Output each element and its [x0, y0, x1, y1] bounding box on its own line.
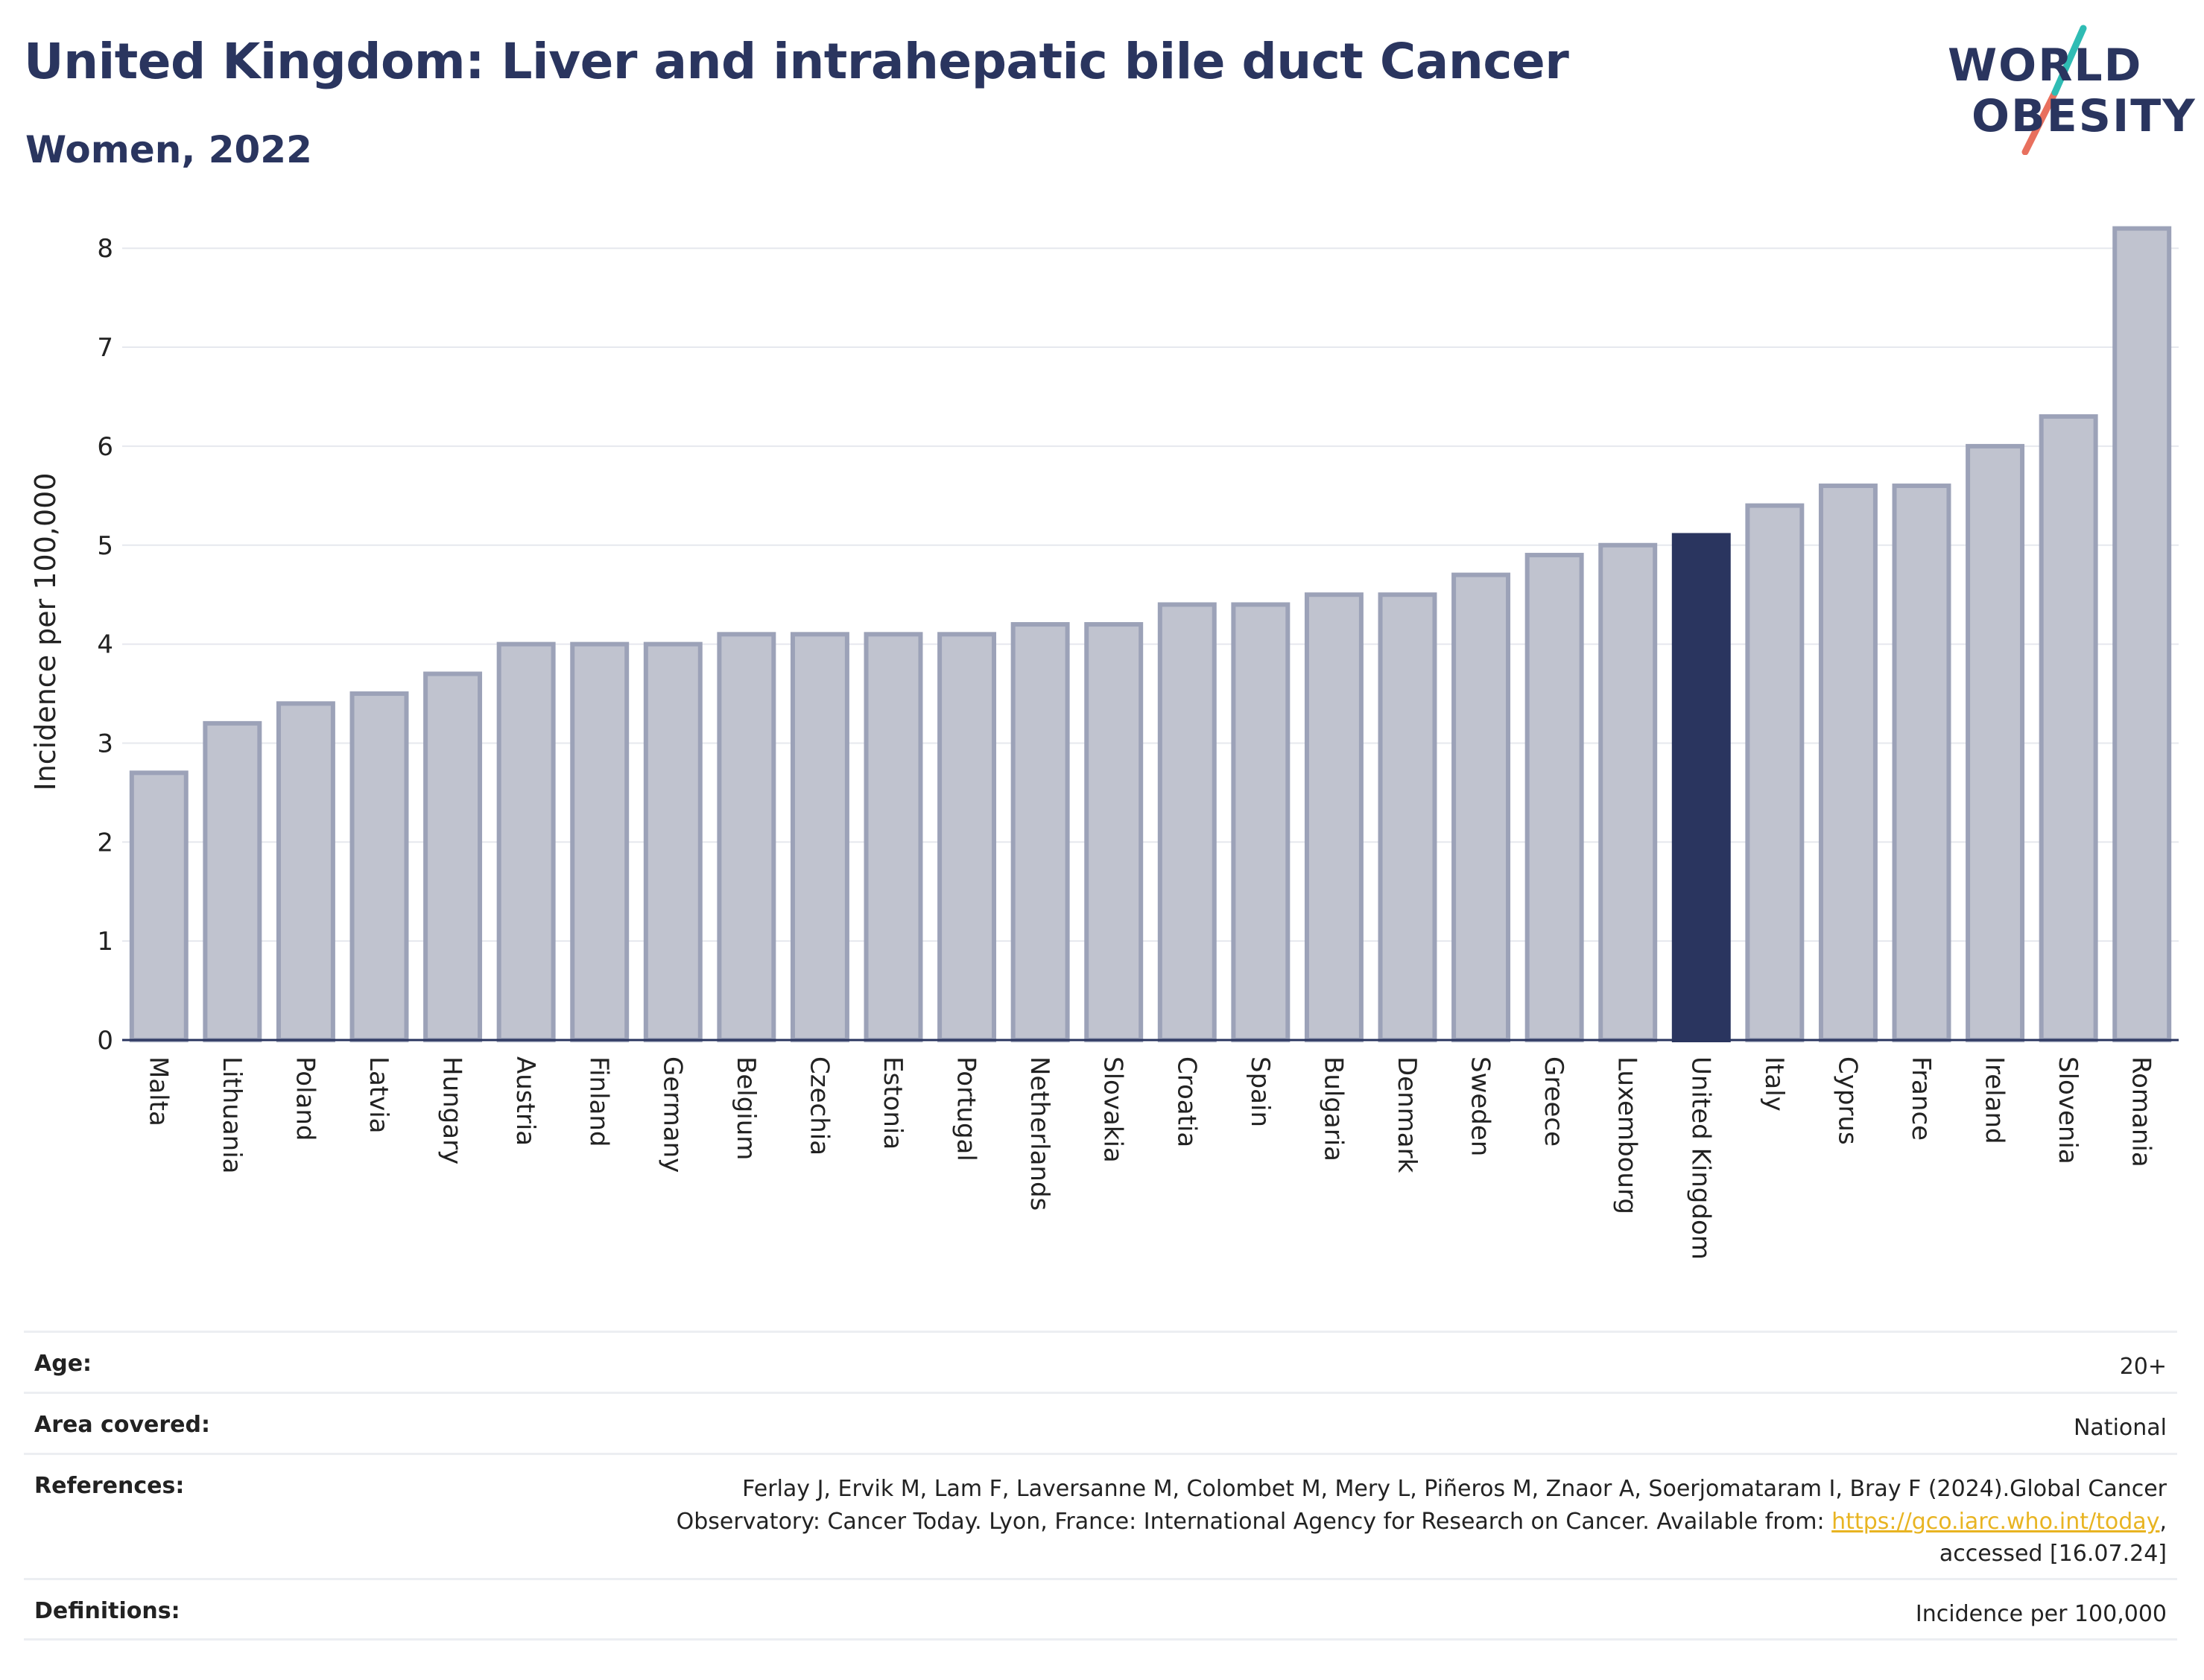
bar-highlight — [1671, 533, 1731, 1042]
bar — [2039, 414, 2098, 1042]
logo-word-2: OBESITY — [1972, 90, 2197, 142]
x-tick-label: Spain — [1245, 1056, 1275, 1127]
references-line-2-end: , — [2159, 1508, 2167, 1535]
logo-slash-icon — [2021, 25, 2087, 155]
y-tick-label: 8 — [97, 234, 113, 264]
bar — [1378, 592, 1437, 1042]
x-tick-label: Germany — [657, 1056, 687, 1173]
bar-chart: 0 1 2 3 4 5 6 7 8 Incidence per 100,000 Malta Lithu… — [29, 226, 2179, 1260]
chart-title: United Kingdom: Liver and intrahepatic b… — [24, 33, 1569, 90]
x-tick-label: Austria — [510, 1056, 540, 1146]
bar — [717, 632, 776, 1042]
definitions-label: Definitions: — [34, 1598, 180, 1624]
x-tick-label: Cyprus — [1832, 1056, 1862, 1145]
y-tick-label: 5 — [97, 531, 113, 561]
metadata-table: Age: 20+ Area covered: National Referenc… — [24, 1331, 2177, 1641]
meta-row-references: References: Ferlay J, Ervik M, Lam F, La… — [24, 1453, 2177, 1578]
x-tick-label: Portugal — [951, 1056, 981, 1161]
x-tick-label: Hungary — [437, 1056, 467, 1164]
y-tick-label: 0 — [97, 1026, 113, 1056]
x-tick-label: Croatia — [1171, 1056, 1201, 1147]
bar — [1524, 553, 1584, 1042]
references-value: Ferlay J, Ervik M, Lam F, Laversanne M, … — [677, 1473, 2167, 1570]
bar — [1745, 503, 1805, 1042]
y-tick-label: 1 — [97, 927, 113, 957]
bar — [496, 641, 556, 1042]
bar — [570, 641, 630, 1042]
bar — [864, 632, 923, 1042]
x-tick-label: Italy — [1759, 1056, 1789, 1112]
bar — [1818, 484, 1878, 1042]
references-line-1: Ferlay J, Ervik M, Lam F, Laversanne M, … — [742, 1476, 2167, 1502]
x-tick-label: Greece — [1539, 1056, 1568, 1147]
x-tick-label: France — [1906, 1056, 1936, 1141]
world-obesity-logo: WORLD OBESITY — [1937, 21, 2195, 155]
x-tick-label: Netherlands — [1025, 1056, 1054, 1211]
x-tick-label: Sweden — [1466, 1056, 1495, 1156]
x-tick-label: Finland — [584, 1056, 614, 1147]
x-tick-label: United Kingdom — [1685, 1056, 1715, 1260]
references-line-2: Observatory: Cancer Today. Lyon, France:… — [676, 1508, 1832, 1535]
x-tick-label: Poland — [290, 1056, 320, 1141]
age-value: 20+ — [2119, 1354, 2167, 1380]
bar — [1966, 443, 2025, 1042]
references-link[interactable]: https://gco.iarc.who.int/today — [1831, 1508, 2160, 1535]
y-tick-label: 6 — [97, 432, 113, 462]
bar — [1304, 592, 1364, 1042]
definitions-value: Incidence per 100,000 — [1915, 1601, 2167, 1627]
x-tick-label: Belgium — [731, 1056, 761, 1160]
area-value: National — [2073, 1415, 2167, 1441]
x-tick-label: Malta — [143, 1056, 173, 1126]
x-tick-label: Luxembourg — [1612, 1056, 1642, 1214]
bar — [1084, 622, 1144, 1042]
bar — [2112, 226, 2172, 1042]
bar — [276, 701, 335, 1042]
x-tick-label: Slovenia — [2053, 1056, 2083, 1164]
x-tick-label: Ireland — [1980, 1056, 2010, 1144]
bar — [1451, 572, 1511, 1042]
y-tick-label: 3 — [97, 729, 113, 758]
x-tick-label: Czechia — [804, 1056, 834, 1156]
bar — [129, 770, 189, 1042]
bar — [1157, 602, 1217, 1042]
chart-subtitle: Women, 2022 — [25, 128, 312, 171]
age-label: Age: — [34, 1351, 92, 1377]
area-label: Area covered: — [34, 1412, 210, 1438]
bar — [203, 720, 262, 1042]
x-tick-label: Estonia — [878, 1056, 908, 1150]
x-tick-label: Bulgaria — [1318, 1056, 1348, 1161]
x-tick-label: Denmark — [1392, 1056, 1422, 1173]
bar — [349, 691, 409, 1042]
x-tick-label: Slovakia — [1098, 1056, 1128, 1163]
bar — [1598, 542, 1658, 1042]
bar — [1010, 622, 1070, 1042]
meta-row-definitions: Definitions: Incidence per 100,000 — [24, 1578, 2177, 1641]
bar — [937, 632, 997, 1042]
x-tick-label: Romania — [2127, 1056, 2156, 1167]
bar — [1231, 602, 1291, 1042]
logo-word-1: WORLD — [1948, 39, 2143, 92]
x-tick-label: Lithuania — [217, 1056, 247, 1173]
y-axis-title: Incidence per 100,000 — [29, 472, 62, 790]
references-line-3: accessed [16.07.24] — [1939, 1541, 2167, 1567]
bar — [790, 632, 849, 1042]
bar — [643, 641, 703, 1042]
bar — [1892, 484, 1951, 1042]
y-tick-label: 4 — [97, 630, 113, 660]
references-label: References: — [34, 1473, 185, 1499]
y-tick-label: 2 — [97, 828, 113, 858]
x-tick-label: Latvia — [364, 1056, 393, 1134]
y-tick-label: 7 — [97, 333, 113, 363]
bar — [423, 671, 483, 1043]
meta-row-area: Area covered: National — [24, 1392, 2177, 1453]
meta-row-age: Age: 20+ — [24, 1331, 2177, 1392]
